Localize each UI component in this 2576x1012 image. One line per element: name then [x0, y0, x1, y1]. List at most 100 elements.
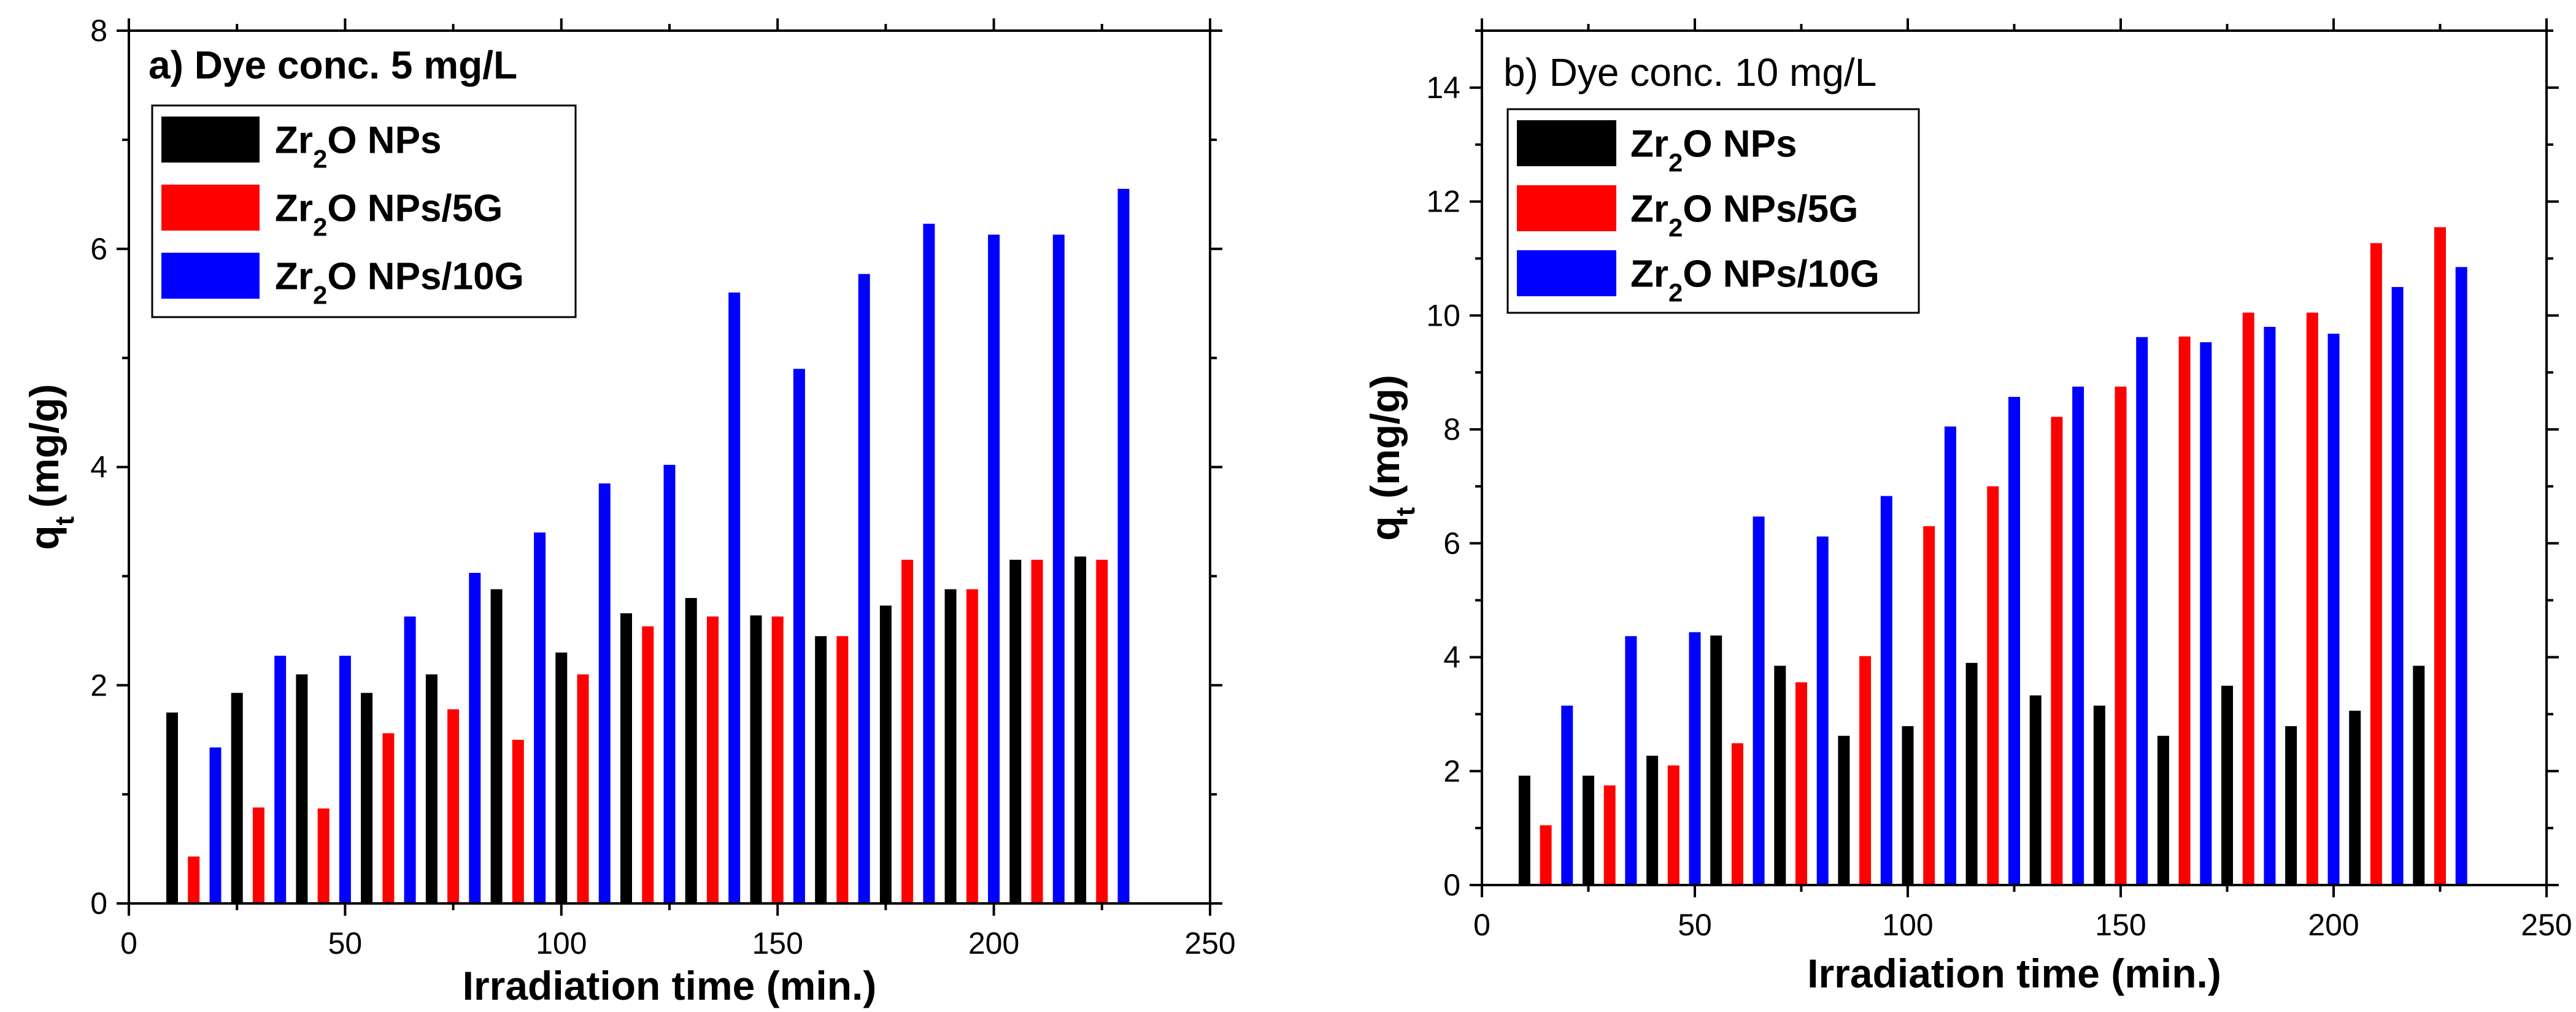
- y-axis-title-sub: t: [50, 516, 80, 525]
- y-tick-label: 2: [90, 668, 107, 702]
- bar: [598, 483, 611, 903]
- legend-label: Zr2O NPs: [1630, 123, 1797, 177]
- bar: [944, 589, 957, 903]
- panel-a: 0 50 100 150 200 250 0 2 4 6 8 a) Dye conc. 5 mg/L I…: [21, 13, 1236, 1008]
- bar: [1838, 735, 1850, 885]
- bar: [620, 613, 632, 903]
- y-tick-label: 8: [90, 13, 107, 48]
- legend-label-rest: O NPs: [1683, 123, 1797, 166]
- legend-swatch: [161, 253, 260, 299]
- bar: [815, 636, 827, 903]
- legend-label-main: Zr: [1630, 188, 1668, 231]
- x-tick-label: 50: [1678, 908, 1712, 942]
- bar: [858, 274, 870, 904]
- y-tick-label: 6: [1443, 526, 1460, 561]
- bar: [923, 223, 935, 903]
- bar: [2072, 386, 2084, 885]
- series-1: [166, 556, 1087, 903]
- bar: [1561, 705, 1573, 885]
- legend-swatch: [161, 117, 260, 163]
- bar: [879, 605, 892, 903]
- bar: [361, 692, 373, 903]
- y-tick-label: 12: [1426, 185, 1460, 219]
- bar: [1923, 526, 1935, 885]
- bar: [2221, 686, 2233, 885]
- bar: [1074, 556, 1087, 903]
- bar: [166, 712, 178, 903]
- x-tick-label: 0: [1473, 908, 1490, 942]
- legend-swatch: [1517, 185, 1616, 231]
- series-2: [188, 559, 1108, 903]
- bar: [1859, 656, 1872, 885]
- panel-b: 0 50 100 150 200 250 0 2 4 6 8 10 12 14 b) Dye conc. 1…: [1362, 18, 2572, 996]
- bar: [1710, 635, 1722, 885]
- bar: [966, 589, 978, 903]
- legend-swatch: [1517, 120, 1616, 166]
- bar: [2264, 326, 2276, 885]
- bar: [1987, 486, 1999, 885]
- y-tick-label: 8: [1443, 412, 1460, 447]
- legend-label: Zr2O NPs/5G: [275, 188, 503, 242]
- series-3: [209, 188, 1130, 904]
- y-tick-label: 10: [1426, 298, 1460, 332]
- series-2: [1540, 227, 2446, 885]
- bar: [1795, 682, 1807, 885]
- x-axis-title: Irradiation time (min.): [463, 963, 877, 1008]
- x-axis-title: Irradiation time (min.): [1807, 951, 2221, 996]
- bar: [728, 292, 741, 903]
- bar: [296, 674, 308, 903]
- bar: [707, 616, 719, 903]
- y-axis-title-unit: (mg/g): [21, 384, 67, 508]
- bar: [2200, 342, 2212, 885]
- y-tick-label: 0: [1443, 868, 1460, 902]
- legend-swatch: [161, 185, 260, 231]
- x-tick-label: 150: [2095, 908, 2146, 942]
- bar: [988, 234, 1000, 904]
- bar: [836, 636, 849, 903]
- y-tick-label: 0: [90, 886, 107, 921]
- bar: [1944, 426, 1956, 885]
- x-tick-label: 100: [1882, 908, 1933, 942]
- y-tick-label: 4: [90, 450, 107, 485]
- bar: [1816, 536, 1829, 885]
- bar: [1117, 188, 1130, 903]
- bar: [2157, 735, 2169, 885]
- legend-label-rest: O NPs: [327, 120, 441, 162]
- x-tick-label: 200: [968, 926, 1019, 960]
- bar: [1031, 559, 1043, 903]
- x-tick-label: 250: [1184, 926, 1235, 960]
- bar: [1731, 743, 1743, 885]
- y-tick-label: 14: [1426, 71, 1460, 105]
- legend-label-sub: 2: [313, 280, 327, 309]
- bar: [2349, 710, 2361, 885]
- legend-label: Zr2O NPs/10G: [275, 256, 524, 310]
- bar: [1518, 775, 1530, 885]
- legend-label-sub: 2: [313, 144, 327, 173]
- y-axis-title-main: q: [21, 525, 67, 550]
- series-1: [1518, 635, 2425, 885]
- bar: [2434, 227, 2446, 885]
- bar: [2327, 334, 2340, 885]
- bar: [274, 656, 287, 903]
- bar: [2306, 312, 2318, 885]
- bar: [2178, 336, 2191, 885]
- bar: [231, 692, 243, 903]
- legend-label-sub: 2: [1668, 148, 1683, 177]
- bar: [1965, 662, 1978, 885]
- bar: [2370, 243, 2382, 885]
- bar: [188, 856, 200, 903]
- y-axis-title: qt (mg/g): [21, 384, 80, 550]
- bar: [2008, 397, 2020, 885]
- bar: [209, 747, 222, 903]
- legend-label-sub: 2: [1668, 278, 1683, 307]
- bar: [425, 674, 438, 903]
- legend-label-main: Zr: [275, 188, 313, 230]
- series-3: [1561, 267, 2467, 885]
- bar: [2285, 726, 2297, 885]
- legend-label-main: Zr: [275, 256, 313, 298]
- y-axis-title: qt (mg/g): [1362, 375, 1421, 541]
- legend-label-sub: 2: [313, 212, 327, 241]
- bar: [555, 652, 568, 903]
